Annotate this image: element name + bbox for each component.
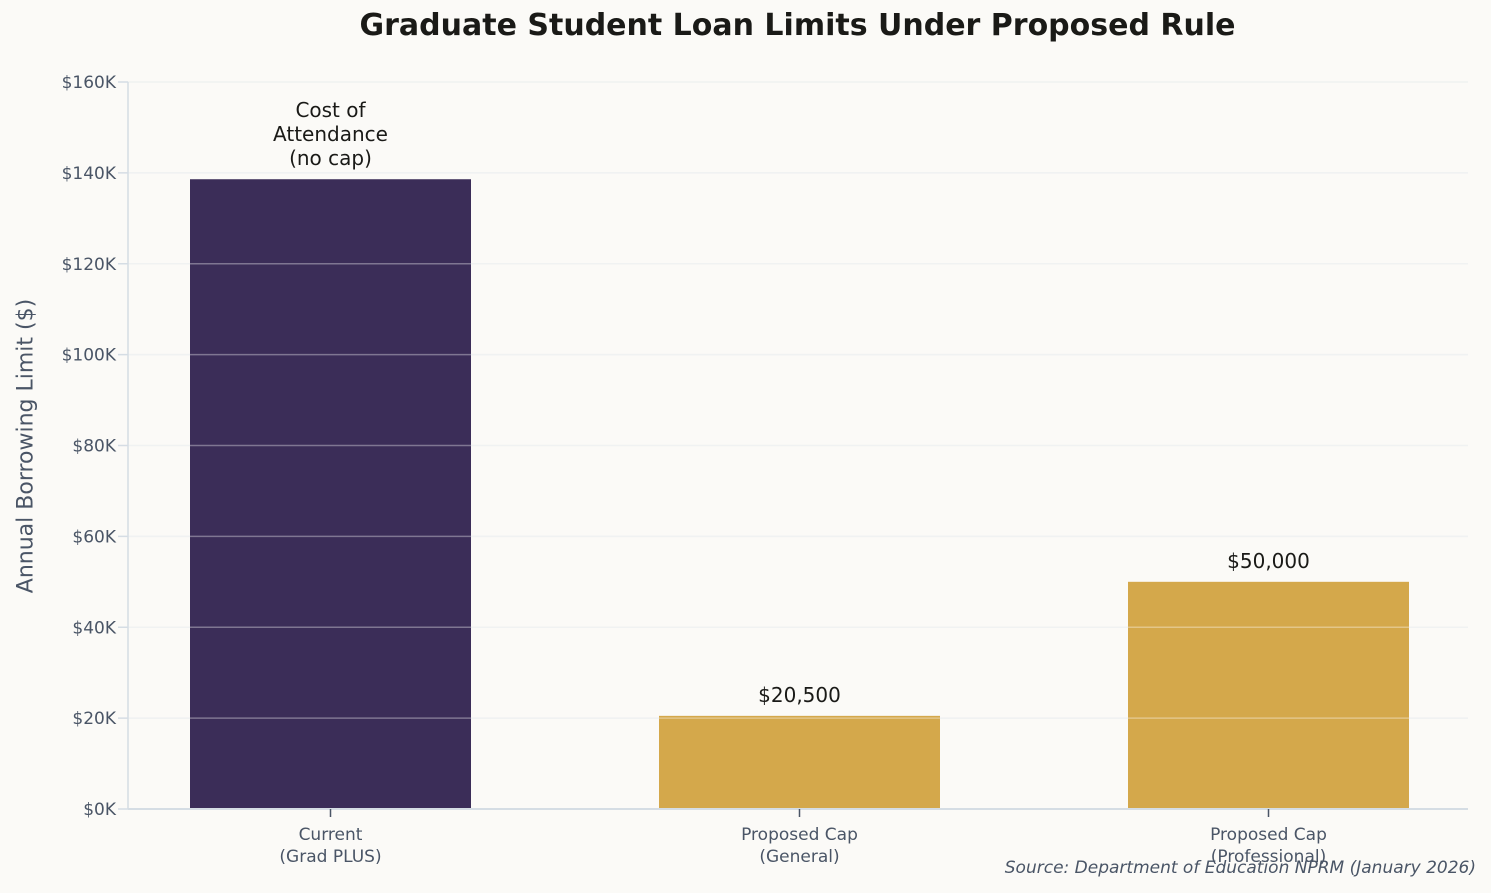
bars [190, 179, 1409, 809]
y-tick-label: $160K [62, 73, 117, 93]
y-axis-ticks: $0K $20K $40K $60K $80K $100K $120K $140K $160K [62, 73, 128, 820]
x-axis-ticks: Current(Grad PLUS)Proposed Cap(General)P… [279, 809, 1327, 867]
bar-value-label: Attendance [273, 122, 388, 146]
x-tick-label: (General) [759, 847, 839, 867]
y-tick-label: $40K [72, 618, 116, 638]
bar [659, 715, 940, 809]
bar [190, 179, 471, 809]
y-tick-label: $60K [72, 527, 116, 547]
y-tick-label: $0K [83, 800, 117, 820]
y-tick-label: $140K [62, 164, 117, 184]
x-tick-label: (Grad PLUS) [279, 847, 381, 867]
gridlines-over-bars [128, 81, 1468, 719]
y-axis-label: Annual Borrowing Limit ($) [13, 298, 39, 594]
bar-value-label: Cost of [295, 98, 366, 122]
bar-value-label: $50,000 [1227, 549, 1310, 573]
bar-value-label: $20,500 [758, 683, 841, 707]
bar [1128, 581, 1409, 809]
chart-title: Graduate Student Loan Limits Under Propo… [359, 8, 1236, 43]
x-tick-label: Proposed Cap [1210, 825, 1327, 845]
x-tick-label: Proposed Cap [741, 825, 858, 845]
source-note: Source: Department of Education NPRM (Ja… [1004, 858, 1476, 878]
y-tick-label: $20K [72, 709, 116, 729]
y-tick-label: $80K [72, 437, 116, 457]
bar-value-label: (no cap) [289, 146, 372, 170]
y-tick-label: $120K [62, 255, 117, 275]
x-tick-label: (Professional) [1211, 847, 1326, 867]
x-tick-label: Current [299, 825, 363, 845]
y-tick-label: $100K [62, 346, 117, 366]
